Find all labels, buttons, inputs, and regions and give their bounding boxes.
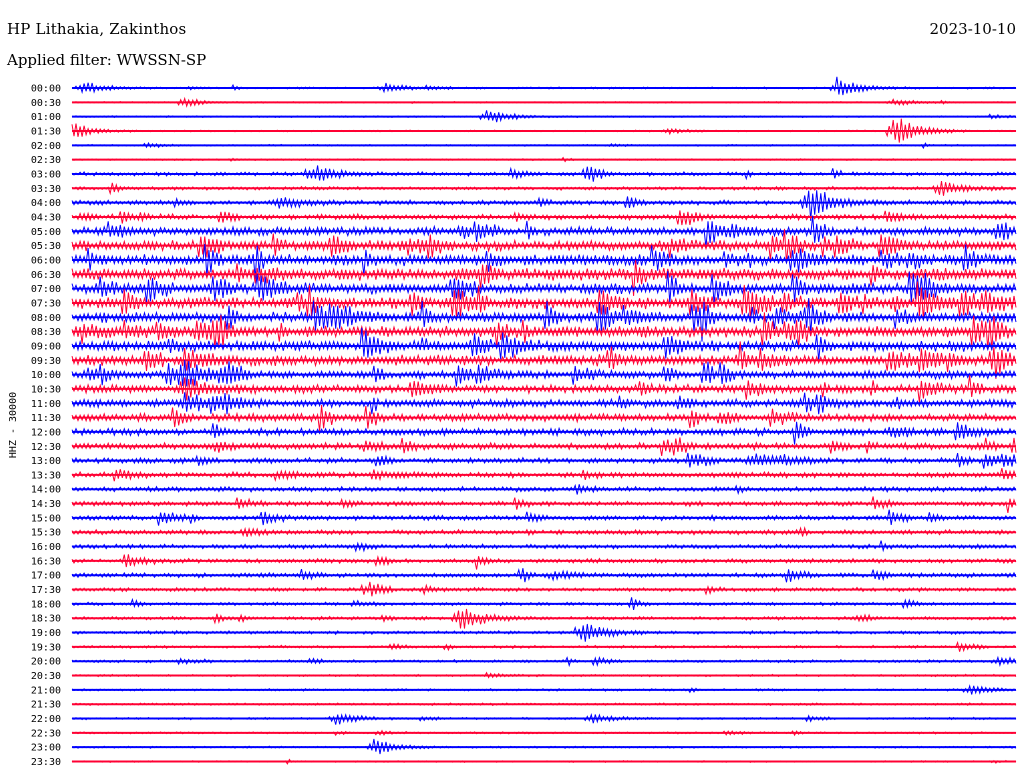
time-tick-label: 20:30 bbox=[31, 671, 61, 682]
time-tick-label: 05:00 bbox=[31, 227, 61, 238]
time-tick-label: 08:00 bbox=[31, 313, 61, 324]
time-tick-label: 15:00 bbox=[31, 513, 61, 524]
channel-label: HHZ - 30000 bbox=[8, 392, 19, 458]
trace-line bbox=[71, 360, 1017, 387]
time-tick-label: 06:00 bbox=[31, 255, 61, 266]
time-tick-label: 20:00 bbox=[31, 657, 61, 668]
trace-line bbox=[71, 281, 1017, 321]
time-tick-label: 22:00 bbox=[31, 714, 61, 725]
trace-group bbox=[71, 76, 1017, 765]
time-tick-label: 19:00 bbox=[31, 628, 61, 639]
time-tick-label: 16:30 bbox=[31, 556, 61, 567]
time-tick-label: 01:00 bbox=[31, 112, 61, 123]
time-tick-label: 18:00 bbox=[31, 599, 61, 610]
time-tick-label: 07:00 bbox=[31, 284, 61, 295]
time-tick-label: 11:00 bbox=[31, 399, 61, 410]
time-tick-label: 13:30 bbox=[31, 470, 61, 481]
time-tick-label: 06:30 bbox=[31, 270, 61, 281]
time-tick-label: 16:00 bbox=[31, 542, 61, 553]
time-tick-label: 11:30 bbox=[31, 413, 61, 424]
time-tick-label: 12:30 bbox=[31, 442, 61, 453]
time-tick-label: 17:30 bbox=[31, 585, 61, 596]
time-tick-label: 14:00 bbox=[31, 485, 61, 496]
time-tick-label: 07:30 bbox=[31, 298, 61, 309]
trace-line bbox=[71, 392, 1017, 415]
trace-line bbox=[71, 341, 1017, 379]
time-tick-label: 23:00 bbox=[31, 743, 61, 754]
time-tick-label: 03:00 bbox=[31, 169, 61, 180]
filter-label: Applied filter: WWSSN-SP bbox=[7, 51, 207, 69]
trace-line bbox=[71, 554, 1017, 570]
date-label: 2023-10-10 bbox=[929, 20, 1016, 38]
time-tick-label: 00:30 bbox=[31, 98, 61, 109]
trace-line bbox=[71, 421, 1017, 445]
time-tick-label: 12:00 bbox=[31, 427, 61, 438]
trace-line bbox=[71, 496, 1017, 513]
time-tick-label: 02:30 bbox=[31, 155, 61, 166]
time-tick-label: 18:30 bbox=[31, 614, 61, 625]
trace-line bbox=[71, 76, 1017, 96]
time-tick-label: 19:30 bbox=[31, 642, 61, 653]
time-tick-label: 09:00 bbox=[31, 341, 61, 352]
time-tick-label: 23:30 bbox=[31, 757, 61, 768]
time-tick-label: 09:30 bbox=[31, 356, 61, 367]
trace-line bbox=[71, 713, 1017, 725]
time-tick-label: 08:30 bbox=[31, 327, 61, 338]
trace-line bbox=[71, 297, 1017, 342]
time-tick-label: 05:30 bbox=[31, 241, 61, 252]
time-tick-label: 14:30 bbox=[31, 499, 61, 510]
time-tick-label: 13:00 bbox=[31, 456, 61, 467]
station-title: HP Lithakia, Zakinthos bbox=[7, 20, 187, 38]
time-tick-label: 21:30 bbox=[31, 700, 61, 711]
time-tick-label: 01:30 bbox=[31, 126, 61, 137]
time-axis: 00:00 00:30 01:00 01:30 02:00 02:30 03:00 03:30… bbox=[31, 84, 61, 769]
time-tick-label: 15:30 bbox=[31, 528, 61, 539]
time-tick-label: 03:30 bbox=[31, 184, 61, 195]
time-tick-label: 17:00 bbox=[31, 571, 61, 582]
time-tick-label: 10:00 bbox=[31, 370, 61, 381]
time-tick-label: 04:00 bbox=[31, 198, 61, 209]
time-tick-label: 02:00 bbox=[31, 141, 61, 152]
time-tick-label: 21:00 bbox=[31, 685, 61, 696]
time-tick-label: 00:00 bbox=[31, 84, 61, 95]
time-tick-label: 22:30 bbox=[31, 728, 61, 739]
time-tick-label: 10:30 bbox=[31, 384, 61, 395]
time-tick-label: 04:30 bbox=[31, 212, 61, 223]
